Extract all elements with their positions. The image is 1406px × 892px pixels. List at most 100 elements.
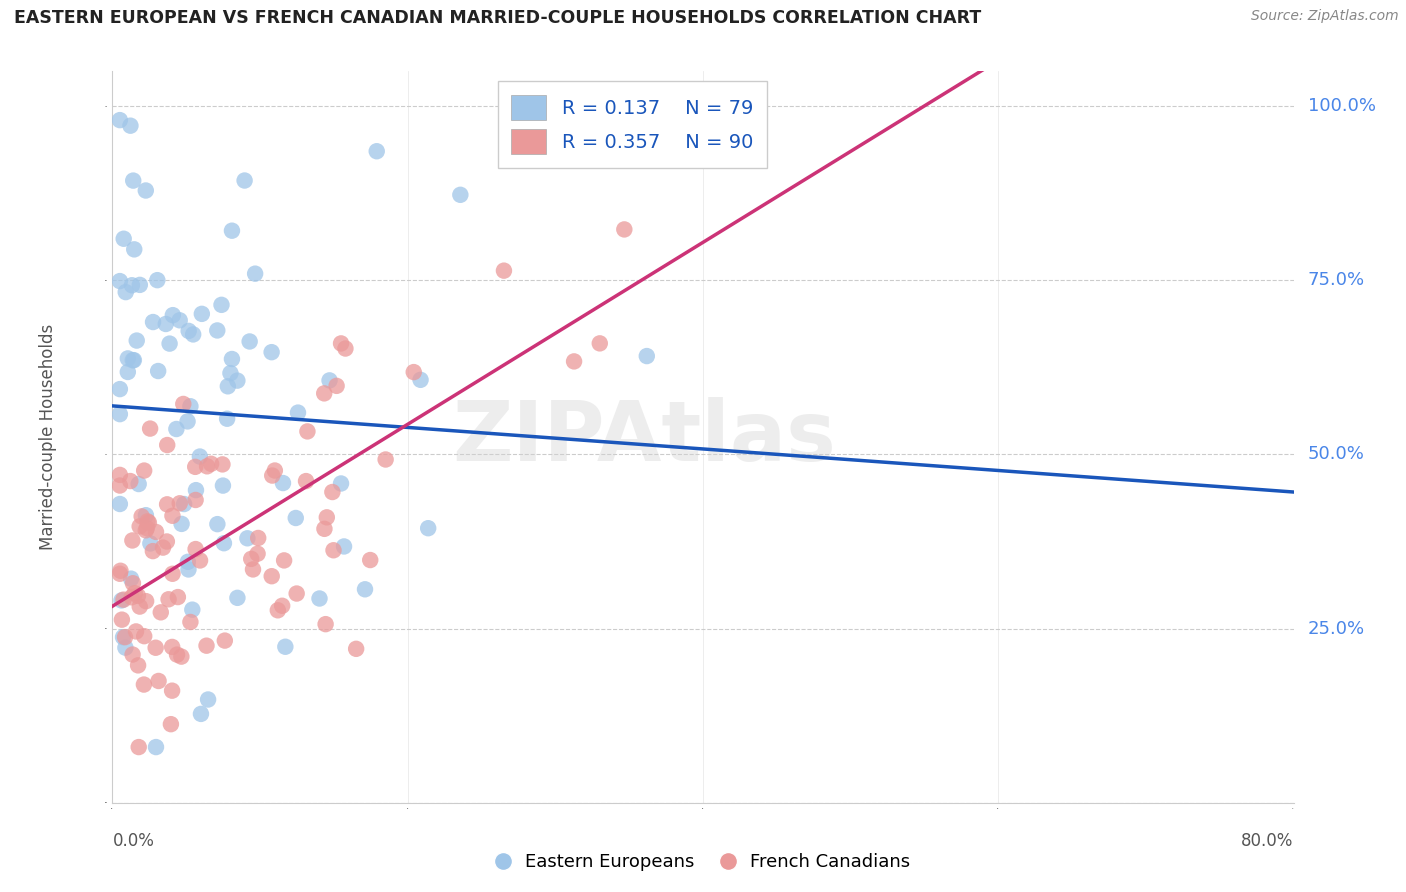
Point xyxy=(335,342,357,356)
Point xyxy=(108,497,131,511)
Point xyxy=(246,547,269,561)
Point xyxy=(177,562,200,576)
Point xyxy=(135,184,157,198)
Point xyxy=(240,552,263,566)
Point xyxy=(402,365,425,379)
Point xyxy=(166,648,188,662)
Point xyxy=(418,521,440,535)
Point xyxy=(134,464,156,478)
Point xyxy=(177,324,200,338)
Point xyxy=(152,541,174,555)
Point xyxy=(214,633,236,648)
Point xyxy=(162,508,184,523)
Point xyxy=(138,516,160,530)
Point xyxy=(121,278,143,293)
Point xyxy=(314,522,336,536)
Point xyxy=(184,483,207,497)
Point xyxy=(121,591,143,605)
Point xyxy=(160,717,183,731)
Point xyxy=(132,677,155,691)
Point xyxy=(190,706,212,721)
Point xyxy=(108,407,131,421)
Point xyxy=(212,536,235,550)
Point xyxy=(273,553,295,567)
Point xyxy=(271,476,294,491)
Point xyxy=(613,222,636,236)
Point xyxy=(117,365,139,379)
Point xyxy=(170,516,193,531)
Point xyxy=(318,373,340,387)
Point xyxy=(195,639,218,653)
Text: ZIPAtlas: ZIPAtlas xyxy=(451,397,837,477)
Point xyxy=(181,602,204,616)
Point xyxy=(110,593,132,607)
Point xyxy=(297,425,319,439)
Text: 0.0%: 0.0% xyxy=(112,832,155,850)
Point xyxy=(284,511,307,525)
Point xyxy=(122,243,145,257)
Text: Married-couple Households: Married-couple Households xyxy=(38,324,56,550)
Point xyxy=(128,519,150,533)
Legend: Eastern Europeans, French Canadians: Eastern Europeans, French Canadians xyxy=(489,847,917,879)
Point xyxy=(128,740,150,755)
Point xyxy=(236,531,259,545)
Point xyxy=(142,315,165,329)
Point xyxy=(267,603,290,617)
Point xyxy=(120,119,142,133)
Point xyxy=(262,468,284,483)
Point xyxy=(170,649,193,664)
Point xyxy=(226,591,249,605)
Point xyxy=(173,497,195,511)
Point xyxy=(188,450,211,464)
Point xyxy=(169,496,191,510)
Point xyxy=(243,267,266,281)
Legend: R = 0.137    N = 79, R = 0.357    N = 90: R = 0.137 N = 79, R = 0.357 N = 90 xyxy=(498,81,766,168)
Point xyxy=(648,113,671,128)
Point xyxy=(121,353,143,368)
Point xyxy=(217,411,239,425)
Point xyxy=(184,542,207,557)
Text: 75.0%: 75.0% xyxy=(1308,271,1365,289)
Point xyxy=(359,553,381,567)
Point xyxy=(146,273,169,287)
Point xyxy=(221,351,243,366)
Point xyxy=(165,422,187,436)
Point xyxy=(120,572,142,586)
Point xyxy=(124,586,146,600)
Point xyxy=(156,534,179,549)
Point xyxy=(321,485,343,500)
Point xyxy=(122,353,145,368)
Text: 100.0%: 100.0% xyxy=(1308,97,1375,115)
Point xyxy=(128,277,150,292)
Point xyxy=(160,683,183,698)
Point xyxy=(197,692,219,706)
Point xyxy=(211,298,233,312)
Point xyxy=(315,510,337,524)
Point xyxy=(271,599,294,613)
Point xyxy=(128,477,150,491)
Point xyxy=(108,113,131,128)
Point xyxy=(211,458,233,472)
Point xyxy=(142,544,165,558)
Point xyxy=(128,599,150,614)
Point xyxy=(263,463,285,477)
Point xyxy=(160,640,183,654)
Point xyxy=(308,591,330,606)
Point xyxy=(112,232,135,246)
Point xyxy=(167,590,190,604)
Point xyxy=(121,533,143,548)
Point xyxy=(135,508,157,523)
Point xyxy=(191,307,214,321)
Point xyxy=(295,474,318,488)
Point xyxy=(108,274,131,288)
Point xyxy=(135,524,157,538)
Text: Source: ZipAtlas.com: Source: ZipAtlas.com xyxy=(1251,9,1399,23)
Point xyxy=(562,354,585,368)
Point xyxy=(114,640,136,655)
Point xyxy=(636,349,658,363)
Point xyxy=(172,397,194,411)
Point xyxy=(131,509,153,524)
Point xyxy=(156,497,179,511)
Point xyxy=(145,640,167,655)
Point xyxy=(181,327,204,342)
